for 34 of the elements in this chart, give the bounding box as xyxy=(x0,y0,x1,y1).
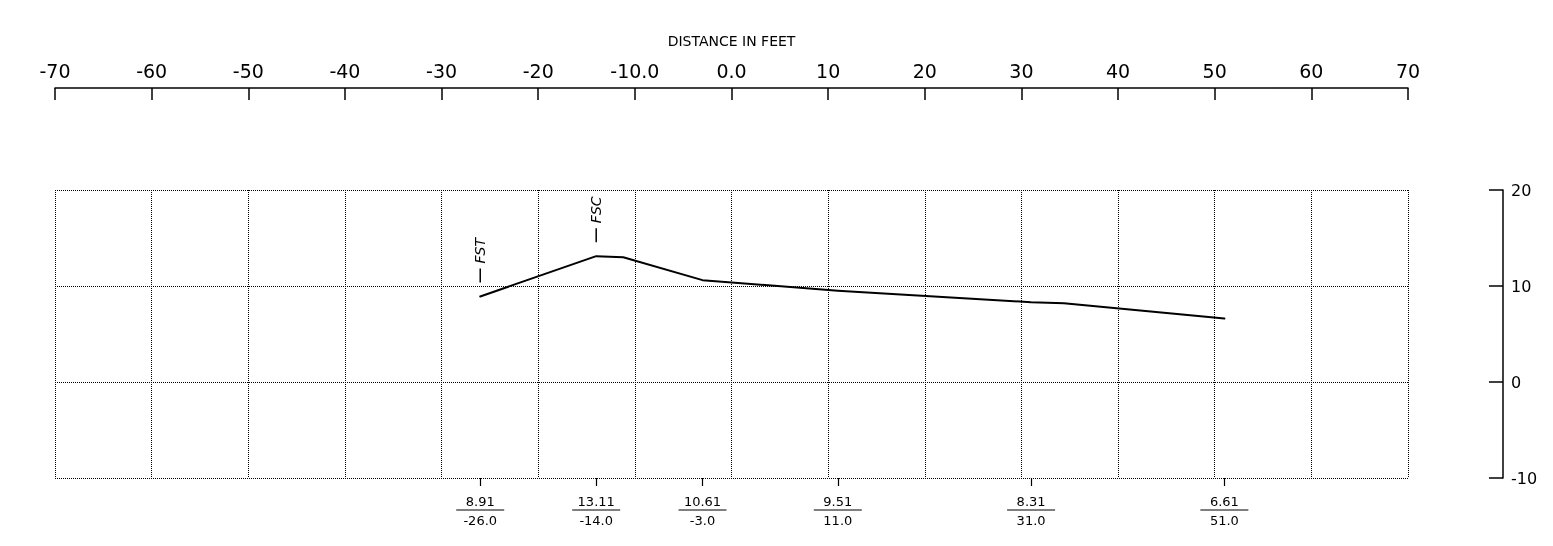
x2-tick-label: 11.0 xyxy=(823,513,853,528)
x-tick-label: 30 xyxy=(1009,59,1034,82)
annotation: FSC xyxy=(588,196,605,224)
y-tick-label: 10 xyxy=(1511,276,1532,296)
x2-tick-label: 31.0 xyxy=(1016,513,1046,528)
x-tick-label: -60 xyxy=(136,59,168,82)
x-tick-label: 50 xyxy=(1202,59,1227,82)
y-tick-label: 20 xyxy=(1511,180,1532,200)
text: 8.31 xyxy=(1016,494,1046,509)
text: 13.11 xyxy=(577,494,615,509)
text: 10.61 xyxy=(683,494,722,509)
x-tick-label: 20 xyxy=(912,59,937,82)
text: 6.61 xyxy=(1209,494,1239,509)
x2-tick-label: -26.0 xyxy=(463,513,498,528)
x-tick-label: 10 xyxy=(816,59,841,82)
x2-tick-label: -3.0 xyxy=(689,513,716,528)
y-tick-label: -10 xyxy=(1511,468,1538,488)
x-tick-label: -50 xyxy=(232,59,264,82)
text: 9.51 xyxy=(823,494,853,509)
x-tick-label: 60 xyxy=(1299,59,1324,82)
y-tick-label: 0 xyxy=(1511,372,1522,392)
x-tick-label: -30 xyxy=(426,59,458,82)
x-tick-label: 70 xyxy=(1395,59,1421,82)
x-tick-label: -70 xyxy=(39,59,71,82)
x-axis-title: DISTANCE IN FEET xyxy=(667,33,796,49)
x2-tick-label: 51.0 xyxy=(1209,513,1239,528)
x-tick-label: 0.0 xyxy=(716,59,747,82)
x2-tick-label: -14.0 xyxy=(579,513,614,528)
x-tick-label: -20 xyxy=(522,59,554,82)
annotation: FST xyxy=(472,236,489,264)
x-tick-label: -40 xyxy=(329,59,361,82)
text: 8.91 xyxy=(465,494,495,509)
x-tick-label: -10.0 xyxy=(610,59,660,82)
x-tick-label: 40 xyxy=(1105,59,1131,82)
